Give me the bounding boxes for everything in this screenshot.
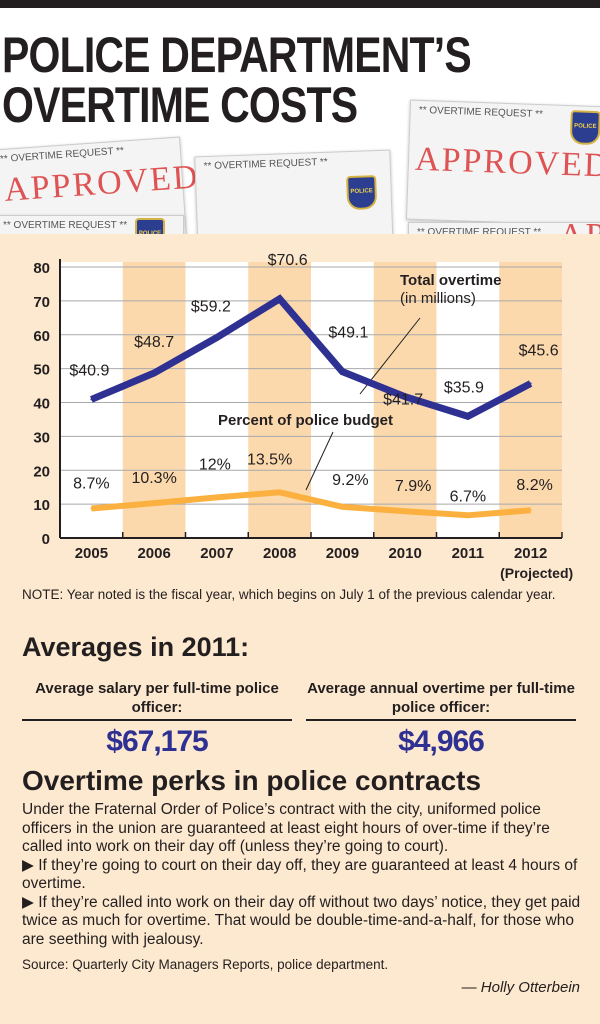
x-tick-note: (Projected) xyxy=(500,565,573,581)
data-point xyxy=(404,395,407,398)
form-title: ** OVERTIME REQUEST ** xyxy=(203,156,328,173)
y-tick-label: 80 xyxy=(33,260,50,277)
data-point xyxy=(466,415,469,418)
overtime-chart: 0 10 20 30 40 50 60 70 80 2005 2006 2007 2008 2009 201… xyxy=(33,252,573,581)
column-shade xyxy=(499,262,562,538)
data-label: 12% xyxy=(199,456,231,473)
form-paper: ** OVERTIME REQUEST ** POLICE xyxy=(194,149,394,234)
data-point xyxy=(215,496,218,499)
y-tick-label: 20 xyxy=(33,463,50,480)
title-line-1: POLICE DEPARTMENT’S xyxy=(2,27,472,83)
data-label: 8.7% xyxy=(73,476,109,493)
series-label: Total overtime xyxy=(400,272,501,289)
data-label: 9.2% xyxy=(332,472,368,489)
data-label: $48.7 xyxy=(134,334,174,351)
y-tick-label: 10 xyxy=(33,497,50,514)
average-label: Average annual overtime per full-time po… xyxy=(306,679,576,721)
averages-heading: Averages in 2011: xyxy=(22,632,250,662)
perks-heading: Overtime perks in police contracts xyxy=(22,765,482,796)
y-tick-label: 30 xyxy=(33,429,50,446)
form-paper: ** OVERTIME REQUEST ** POLICE xyxy=(0,215,184,234)
annotation-leader xyxy=(305,431,334,491)
x-tick-label: 2012 xyxy=(514,545,547,562)
source: Source: Quarterly City Managers Reports,… xyxy=(22,957,389,972)
data-point xyxy=(278,491,281,494)
average-salary: Average salary per full-time police offi… xyxy=(22,679,292,759)
data-label: 10.3% xyxy=(131,470,176,487)
overtime-line xyxy=(90,294,533,421)
data-point xyxy=(529,509,532,512)
header-photo: ** OVERTIME REQUEST ** APPROVED ** OVERTI… xyxy=(0,8,600,234)
y-tick-label: 40 xyxy=(33,396,50,413)
data-point xyxy=(278,297,281,300)
form-paper: ** OVERTIME REQUEST ** APPROVED xyxy=(408,217,600,234)
data-point xyxy=(341,370,344,373)
data-point xyxy=(90,507,93,510)
data-point xyxy=(341,505,344,508)
form-title: ** OVERTIME REQUEST ** xyxy=(417,227,542,234)
x-tick-label: 2009 xyxy=(326,545,359,562)
column-shade xyxy=(122,262,186,538)
y-tick-label: 0 xyxy=(42,531,50,548)
data-label: 13.5% xyxy=(247,451,292,468)
perks-bullet: ▶ If they’re going to court on their day… xyxy=(22,856,578,893)
police-badge: POLICE xyxy=(135,218,165,234)
perks-body: Under the Fraternal Order of Police’s co… xyxy=(22,801,582,949)
data-point xyxy=(404,510,407,513)
stamp: APPROVED xyxy=(2,158,201,209)
data-label: $41.7 xyxy=(383,392,423,409)
data-label: $59.2 xyxy=(191,298,231,315)
data-label: 7.9% xyxy=(395,478,431,495)
average-overtime: Average annual overtime per full-time po… xyxy=(306,679,576,759)
data-label: $45.6 xyxy=(519,343,559,360)
police-badge: POLICE xyxy=(346,175,378,211)
chart-note: NOTE: Year noted is the fiscal year, whi… xyxy=(22,587,556,602)
x-tick-label: 2010 xyxy=(388,545,421,562)
average-value: $4,966 xyxy=(398,725,485,758)
y-tick-label: 70 xyxy=(33,294,50,311)
data-point xyxy=(153,502,156,505)
title-line-2: OVERTIME COSTS xyxy=(2,77,358,133)
x-tick-label: 2007 xyxy=(200,545,233,562)
data-point xyxy=(153,372,156,375)
average-value: $67,175 xyxy=(106,725,208,758)
y-tick-label: 60 xyxy=(33,328,50,345)
form-title: ** OVERTIME REQUEST ** xyxy=(3,220,128,231)
x-tick-label: 2011 xyxy=(452,545,485,562)
data-point xyxy=(90,398,93,401)
data-point xyxy=(529,382,532,385)
data-label: $70.6 xyxy=(268,252,308,269)
x-tick-label: 2006 xyxy=(137,545,170,562)
x-tick-label: 2005 xyxy=(75,545,108,562)
perks-paragraph: Under the Fraternal Order of Police’s co… xyxy=(22,801,550,855)
data-label: $35.9 xyxy=(444,379,484,396)
data-point xyxy=(215,336,218,339)
data-label: 8.2% xyxy=(516,477,552,494)
data-point xyxy=(466,514,469,517)
y-tick-label: 50 xyxy=(33,362,50,379)
stamp: APPROVED xyxy=(559,217,600,234)
perks-bullet: ▶ If they’re called into work on their d… xyxy=(22,893,581,948)
data-label: $49.1 xyxy=(328,325,368,342)
police-badge: POLICE xyxy=(569,110,600,146)
top-bar xyxy=(0,0,600,8)
data-label: 6.7% xyxy=(450,488,486,505)
page-title: POLICE DEPARTMENT’S OVERTIME COSTS xyxy=(2,27,472,133)
x-tick-label: 2008 xyxy=(263,545,296,562)
form-title: ** OVERTIME REQUEST ** xyxy=(0,145,125,166)
series-label: Percent of police budget xyxy=(218,412,393,429)
percent-line xyxy=(91,489,531,519)
perks-section: Under the Fraternal Order of Police’s co… xyxy=(22,801,582,996)
data-label: $40.9 xyxy=(69,362,109,379)
average-label: Average salary per full-time police offi… xyxy=(22,679,292,721)
byline: — Holly Otterbein xyxy=(461,979,580,996)
series-sublabel: (in millions) xyxy=(400,290,476,307)
stamp: APPROVED xyxy=(414,140,600,185)
